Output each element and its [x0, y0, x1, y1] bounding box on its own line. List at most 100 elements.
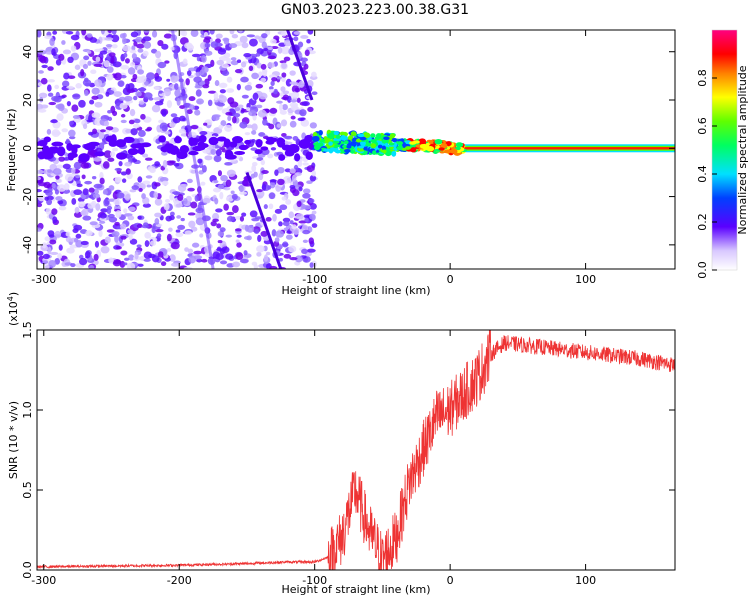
noise-blob: [58, 244, 63, 251]
noise-blob: [268, 265, 278, 269]
spec-xtick-tick-label-2: -100: [302, 273, 327, 286]
noise-blob: [99, 220, 106, 224]
ridge-blob: [350, 131, 357, 137]
noise-blob: [127, 67, 136, 75]
noise-blob: [72, 93, 81, 100]
noise-blob: [230, 57, 237, 61]
noise-blob: [129, 108, 136, 117]
noise-blob: [271, 229, 277, 237]
noise-blob: [308, 198, 315, 204]
noise-blob: [291, 174, 297, 182]
noise-blob: [286, 230, 292, 234]
noise-blob: [295, 213, 304, 220]
noise-blob: [37, 151, 46, 160]
noise-blob: [263, 47, 268, 52]
noise-blob: [281, 196, 287, 201]
noise-blob: [82, 188, 89, 196]
noise-blob: [138, 100, 145, 105]
noise-blob: [144, 240, 150, 248]
noise-blob: [58, 156, 66, 162]
noise-blob: [58, 206, 67, 211]
noise-blob: [82, 79, 92, 87]
noise-blob: [42, 253, 50, 260]
noise-blob: [84, 89, 89, 97]
noise-blob: [80, 240, 89, 246]
noise-blob: [292, 227, 300, 235]
noise-blob: [285, 78, 292, 87]
noise-blob: [132, 73, 138, 80]
noise-blob: [197, 203, 202, 212]
noise-blob: [127, 83, 135, 90]
noise-blob: [201, 55, 207, 63]
noise-blob: [215, 149, 222, 157]
noise-blob: [143, 258, 151, 262]
noise-blob: [311, 170, 317, 177]
noise-blob: [226, 215, 235, 222]
noise-blob: [87, 202, 96, 209]
noise-blob: [224, 154, 237, 160]
noise-blob: [105, 44, 113, 48]
noise-blob: [129, 49, 137, 54]
noise-blob: [276, 76, 282, 80]
noise-blob: [117, 80, 125, 88]
noise-blob: [281, 132, 287, 137]
ridge-blob: [318, 130, 323, 136]
noise-blob: [296, 200, 302, 208]
ridge-blob: [364, 132, 371, 139]
noise-blob: [187, 187, 195, 192]
ridge-blob: [404, 146, 411, 150]
noise-blob: [153, 97, 162, 101]
noise-blob: [234, 107, 241, 112]
noise-blob: [182, 58, 188, 65]
noise-blob: [230, 190, 235, 195]
noise-blob: [149, 240, 157, 246]
noise-blob: [246, 34, 256, 38]
noise-blob: [144, 80, 149, 86]
noise-blob: [284, 149, 295, 157]
noise-blob: [214, 197, 219, 205]
snr-ytick-tick-label-3: 1.5: [21, 321, 34, 339]
noise-blob: [255, 104, 263, 109]
noise-blob: [111, 34, 120, 43]
noise-blob: [217, 48, 227, 55]
noise-blob: [231, 193, 238, 200]
noise-blob: [260, 159, 266, 166]
noise-blob: [66, 101, 71, 107]
noise-blob: [282, 104, 288, 111]
noise-blob: [234, 69, 243, 74]
noise-blob: [195, 145, 206, 151]
spec-ytick-tick-label-2: 0: [21, 145, 34, 152]
noise-blob: [48, 101, 57, 106]
noise-blob: [282, 241, 289, 248]
noise-blob: [99, 50, 108, 55]
noise-blob: [100, 30, 105, 35]
noise-blob: [161, 124, 168, 132]
noise-blob: [229, 30, 235, 35]
noise-blob: [52, 30, 58, 35]
noise-blob: [134, 118, 141, 124]
noise-blob: [110, 151, 116, 158]
noise-blob: [279, 109, 287, 115]
noise-blob: [103, 120, 110, 127]
noise-blob: [196, 98, 204, 105]
noise-blob: [130, 62, 136, 67]
noise-blob: [170, 113, 178, 118]
noise-blob: [253, 171, 258, 178]
noise-blob: [55, 196, 63, 201]
noise-blob: [107, 213, 115, 219]
noise-blob: [184, 42, 193, 49]
noise-blob: [175, 232, 184, 238]
noise-blob: [309, 262, 314, 268]
noise-blob: [151, 225, 156, 234]
noise-blob: [142, 153, 149, 158]
noise-blob: [137, 176, 143, 183]
noise-blob: [280, 46, 290, 55]
noise-blob: [154, 212, 162, 218]
streak: [245, 171, 283, 269]
noise-blob: [243, 52, 252, 58]
noise-blob: [306, 180, 313, 185]
noise-blob: [225, 111, 233, 116]
noise-blob: [307, 30, 314, 35]
noise-blob: [194, 109, 201, 116]
noise-blob: [221, 246, 230, 253]
